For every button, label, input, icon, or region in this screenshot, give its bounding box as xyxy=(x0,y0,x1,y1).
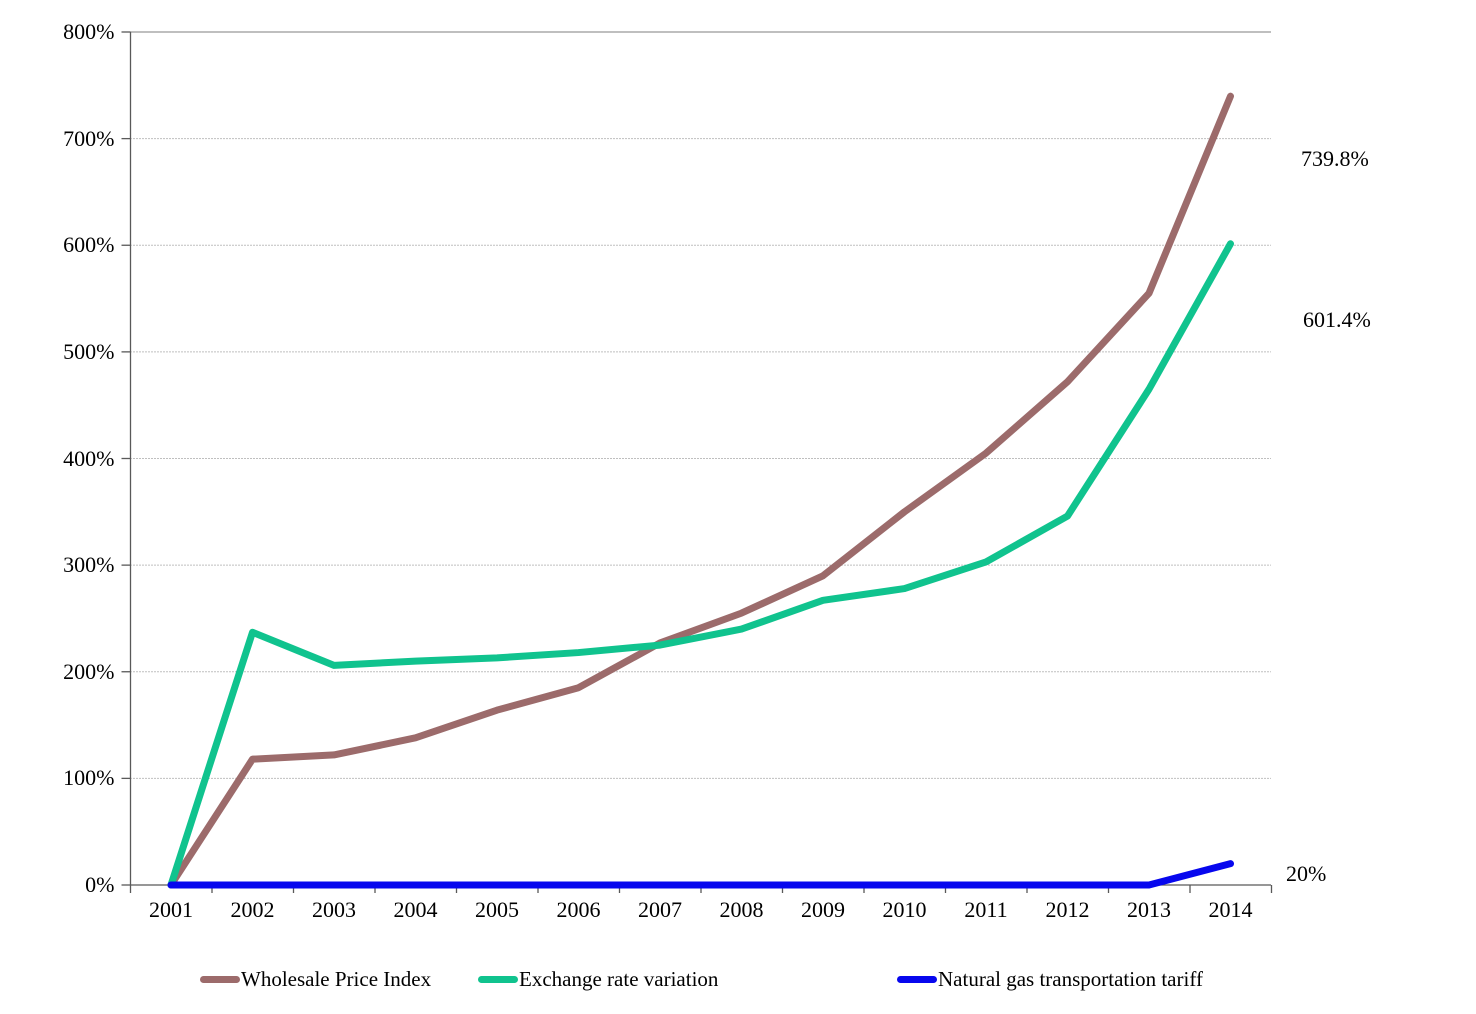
x-axis-tick-label: 2006 xyxy=(556,897,601,922)
end-value-label: 20% xyxy=(1286,861,1327,886)
legend-label: Wholesale Price Index xyxy=(241,967,432,991)
x-axis-tick-label: 2008 xyxy=(719,897,764,922)
legend-item-1: Exchange rate variation xyxy=(478,962,718,996)
x-axis-tick-label: 2010 xyxy=(882,897,927,922)
y-axis-tick-label: 800% xyxy=(63,19,115,44)
legend-item-0: Wholesale Price Index xyxy=(200,962,431,996)
legend-label: Exchange rate variation xyxy=(519,967,719,991)
x-axis-tick-label: 2001 xyxy=(149,897,193,922)
x-axis-tick-label: 2005 xyxy=(475,897,519,922)
legend-label: Natural gas transportation tariff xyxy=(938,967,1203,991)
y-axis-tick-label: 0% xyxy=(85,872,115,897)
legend-item-2: Natural gas transportation tariff xyxy=(897,962,1203,996)
series-line-1 xyxy=(167,240,1234,889)
x-axis-tick-label: 2003 xyxy=(312,897,356,922)
legend-line-swatch xyxy=(478,975,518,983)
end-value-label: 739.8% xyxy=(1301,146,1369,171)
y-axis-tick-label: 400% xyxy=(63,445,115,471)
legend-line-swatch xyxy=(200,975,240,983)
x-axis-tick-label: 2007 xyxy=(638,897,682,922)
series-line-2 xyxy=(167,860,1234,889)
legend-line-swatch xyxy=(897,975,937,983)
y-axis-tick-label: 200% xyxy=(63,658,115,684)
y-axis-tick-label: 600% xyxy=(63,232,115,258)
y-axis-tick-label: 700% xyxy=(63,125,115,151)
x-axis-tick-label: 2012 xyxy=(1045,897,1090,922)
legend: Wholesale Price Index Exchange rate varia… xyxy=(0,962,1476,1002)
x-axis-tick-label: 2002 xyxy=(230,897,275,922)
x-axis-tick-label: 2013 xyxy=(1127,897,1171,922)
x-axis-tick-label: 2014 xyxy=(1208,897,1253,922)
series-line-0 xyxy=(167,92,1234,889)
x-axis-tick-label: 2009 xyxy=(801,897,845,922)
x-axis-tick-label: 2011 xyxy=(964,897,1008,922)
end-value-label: 601.4% xyxy=(1303,307,1371,332)
y-axis-tick-label: 100% xyxy=(63,765,115,791)
x-axis-tick-label: 2004 xyxy=(393,897,438,922)
y-axis-tick-label: 500% xyxy=(63,338,115,364)
y-axis-tick-label: 300% xyxy=(63,552,115,578)
